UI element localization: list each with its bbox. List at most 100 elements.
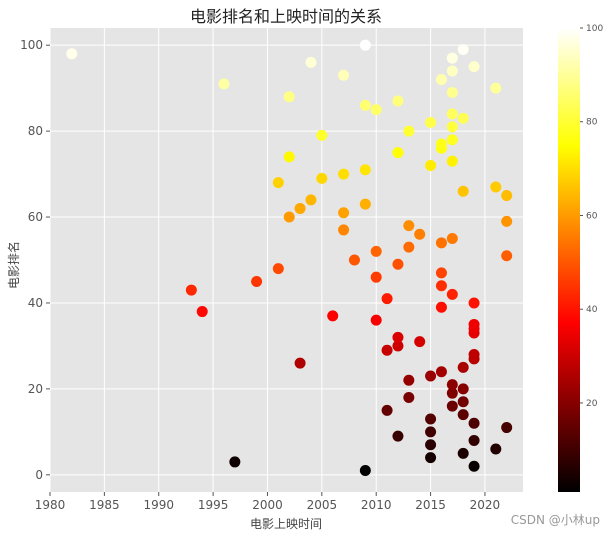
data-point [370,245,382,257]
data-point [327,310,339,322]
colorbar-ticks: 20 40 60 80 100 [580,24,603,409]
data-point [446,134,458,146]
data-point [381,293,393,305]
data-point [251,275,263,287]
data-point [435,74,447,86]
data-point [66,48,78,60]
data-point [501,422,513,434]
data-point [468,61,480,73]
data-point [446,155,458,167]
data-point [403,220,415,232]
data-point [425,159,437,171]
data-point [435,366,447,378]
data-point [446,52,458,64]
data-point [185,284,197,296]
data-point [446,379,458,391]
data-point [272,177,284,189]
data-point [490,443,502,455]
data-point [348,254,360,266]
data-point [359,99,371,111]
data-point [370,314,382,326]
data-point [338,224,350,236]
data-point [435,237,447,249]
x-tick-label: 2015 [415,498,446,512]
data-point [381,404,393,416]
data-point [283,211,295,223]
data-point [457,112,469,124]
data-point [414,228,426,240]
data-point [446,86,458,98]
data-point [392,331,404,343]
data-point [338,207,350,219]
plot-background [50,28,523,492]
data-point [468,434,480,446]
grid-lines [49,28,523,492]
data-point [283,151,295,163]
data-point [370,271,382,283]
colorbar [558,28,580,492]
y-tick-label: 100 [20,38,43,52]
data-point [501,215,513,227]
y-tick-label: 80 [28,124,43,138]
data-point [338,168,350,180]
data-point [316,129,328,141]
data-point [403,391,415,403]
data-point [381,344,393,356]
data-point [446,387,458,399]
data-point [457,447,469,459]
colorbar-tick-label: 80 [586,118,598,128]
y-tick-label: 0 [35,468,43,482]
x-tick-label: 2000 [252,498,283,512]
x-tick-label: 2005 [307,498,338,512]
data-point [305,194,317,206]
data-point [457,361,469,373]
data-point [392,95,404,107]
colorbar-tick-label: 20 [586,399,598,409]
data-point [229,456,241,468]
data-point [468,318,480,330]
data-point [283,91,295,103]
data-point [446,233,458,245]
data-point [403,374,415,386]
x-axis-ticks: 1980 1985 1990 1995 2000 2005 2010 2015 2020 [35,492,500,512]
data-point [457,409,469,421]
y-tick-label: 60 [28,210,43,224]
y-tick-label: 20 [28,382,43,396]
data-point [490,181,502,193]
data-point [457,43,469,55]
data-point [435,301,447,313]
data-point [425,413,437,425]
data-point [403,241,415,253]
data-point [490,82,502,94]
y-tick-label: 40 [28,296,43,310]
watermark: CSDN @小林up [511,513,600,527]
data-points [66,39,513,477]
x-tick-label: 1980 [35,498,66,512]
data-point [316,172,328,184]
x-tick-label: 2010 [361,498,392,512]
data-point [294,357,306,369]
data-point [501,250,513,262]
data-point [435,267,447,279]
data-point [435,138,447,150]
data-point [425,439,437,451]
x-tick-label: 2020 [470,498,501,512]
data-point [403,125,415,137]
colorbar-tick-label: 40 [586,305,598,315]
data-point [425,370,437,382]
data-point [425,117,437,129]
data-point [501,190,513,202]
data-point [359,39,371,51]
data-point [468,349,480,361]
data-point [446,288,458,300]
x-axis-label: 电影上映时间 [250,517,322,531]
x-tick-label: 1990 [143,498,174,512]
data-point [359,164,371,176]
data-point [425,426,437,438]
y-axis-ticks: 0 20 40 60 80 100 [20,38,50,482]
data-point [457,383,469,395]
data-point [272,263,284,275]
data-point [359,465,371,477]
data-point [468,297,480,309]
